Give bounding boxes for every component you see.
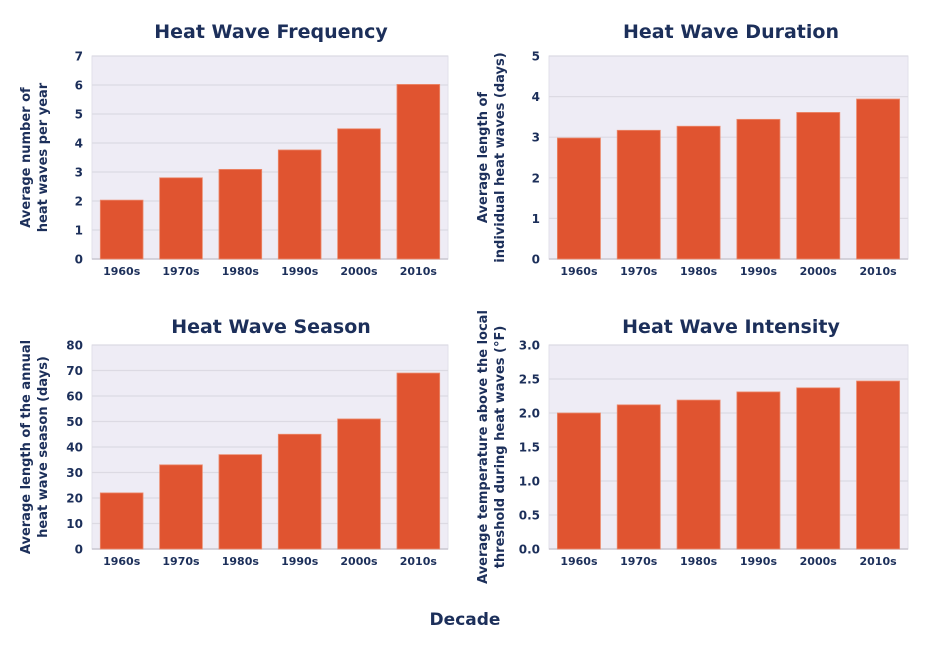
bar-1960s <box>556 412 601 550</box>
y-tick-label: 6 <box>75 79 83 93</box>
bar-2010s <box>856 380 901 550</box>
x-tick-label: 1980s <box>680 555 718 568</box>
x-tick-label: 1980s <box>222 265 260 278</box>
y-tick-label: 10 <box>66 517 83 531</box>
y-tick-label: 3 <box>75 166 83 180</box>
bar-1980s <box>676 125 721 260</box>
bar-1970s <box>616 404 661 550</box>
y-tick-label: 80 <box>66 339 83 353</box>
bar-2000s <box>337 418 381 550</box>
y-tick-label: 5 <box>75 108 83 122</box>
bar-1990s <box>736 391 781 550</box>
y-axis-label: Average temperature above the local thres… <box>476 310 508 584</box>
y-tick-label: 0.0 <box>519 543 540 557</box>
x-tick-label: 1970s <box>620 555 658 568</box>
x-tick-label: 1960s <box>560 265 598 278</box>
x-tick-label: 2010s <box>400 265 438 278</box>
bar-1960s <box>99 492 144 550</box>
x-tick-label: 2010s <box>859 265 897 278</box>
x-tick-label: 1970s <box>620 265 658 278</box>
x-tick-label: 1960s <box>560 555 598 568</box>
bar-2000s <box>796 387 841 550</box>
bar-2010s <box>856 98 901 260</box>
x-tick-label: 2000s <box>800 555 838 568</box>
y-tick-label: 4 <box>75 137 83 151</box>
y-axis-label: Average length of individual heat waves (… <box>476 52 508 262</box>
chart-title: Heat Wave Season <box>171 316 371 338</box>
y-tick-label: 4 <box>532 90 540 104</box>
y-tick-label: 1 <box>532 212 540 226</box>
y-tick-label: 0 <box>75 253 83 267</box>
y-axis-label-line: Average number of <box>19 87 34 228</box>
y-axis-label-line: Average length of <box>476 92 491 223</box>
bar-2010s <box>396 372 441 550</box>
bar-1980s <box>218 168 263 260</box>
bar-1980s <box>676 399 721 550</box>
bar-1960s <box>99 199 144 260</box>
x-tick-label: 1980s <box>222 555 260 568</box>
bar-2000s <box>337 128 381 260</box>
x-tick-label: 2010s <box>400 555 438 568</box>
plot-area <box>548 55 909 260</box>
y-tick-label: 7 <box>75 50 83 64</box>
y-tick-label: 3 <box>532 131 540 145</box>
y-axis-label-line: Average length of the annual <box>19 340 34 554</box>
bar-1970s <box>159 177 203 260</box>
x-tick-label: 1990s <box>281 265 319 278</box>
x-tick-label: 1980s <box>680 265 718 278</box>
y-tick-label: 5 <box>532 50 540 64</box>
bar-2010s <box>396 84 441 260</box>
x-tick-label: 1970s <box>162 265 200 278</box>
y-tick-label: 50 <box>66 415 83 429</box>
bar-1960s <box>556 137 601 260</box>
y-tick-label: 1 <box>75 224 83 238</box>
bar-1990s <box>277 433 322 550</box>
x-tick-label: 2000s <box>340 555 378 568</box>
x-tick-label: 1990s <box>740 265 778 278</box>
y-axis-label-line: Average temperature above the local <box>476 310 491 584</box>
y-axis-label: Average number of heat waves per year <box>19 82 51 232</box>
y-axis-label-line: threshold during heat waves (°F) <box>493 326 508 569</box>
y-tick-label: 1.0 <box>519 475 540 489</box>
y-tick-label: 20 <box>66 492 83 506</box>
x-tick-label: 2000s <box>340 265 378 278</box>
y-tick-label: 40 <box>66 441 83 455</box>
y-tick-label: 0.5 <box>519 509 540 523</box>
y-tick-label: 2.0 <box>519 407 540 421</box>
y-tick-label: 1.5 <box>519 441 540 455</box>
y-tick-label: 2 <box>75 195 83 209</box>
x-tick-label: 1960s <box>103 555 141 568</box>
bar-1990s <box>736 118 781 260</box>
bar-1970s <box>159 464 203 550</box>
x-tick-label: 2000s <box>800 265 838 278</box>
y-tick-label: 2 <box>532 171 540 185</box>
x-tick-label: 1990s <box>281 555 319 568</box>
y-axis-label-line: heat wave season (days) <box>36 356 51 538</box>
y-tick-label: 70 <box>66 364 83 378</box>
bar-1980s <box>218 454 263 550</box>
chart-title: Heat Wave Duration <box>623 21 839 43</box>
bar-2000s <box>796 112 841 260</box>
y-axis-label: Average length of the annual heat wave se… <box>19 340 51 554</box>
chart-title: Heat Wave Frequency <box>154 21 388 43</box>
y-tick-label: 2.5 <box>519 373 540 387</box>
chart-title: Heat Wave Intensity <box>622 316 840 338</box>
y-tick-label: 30 <box>66 466 83 480</box>
y-axis-label-line: individual heat waves (days) <box>493 52 508 262</box>
y-tick-label: 60 <box>66 390 83 404</box>
x-tick-label: 1990s <box>740 555 778 568</box>
y-tick-label: 0 <box>532 253 540 267</box>
y-tick-label: 0 <box>75 543 83 557</box>
shared-x-axis-label: Decade <box>430 610 501 630</box>
bar-1970s <box>616 129 661 260</box>
plot-area <box>91 55 449 260</box>
y-axis-label-line: heat waves per year <box>36 82 51 232</box>
x-tick-label: 2010s <box>859 555 897 568</box>
y-tick-label: 3.0 <box>519 339 540 353</box>
x-tick-label: 1970s <box>162 555 200 568</box>
bar-1990s <box>277 149 322 260</box>
x-tick-label: 1960s <box>103 265 141 278</box>
